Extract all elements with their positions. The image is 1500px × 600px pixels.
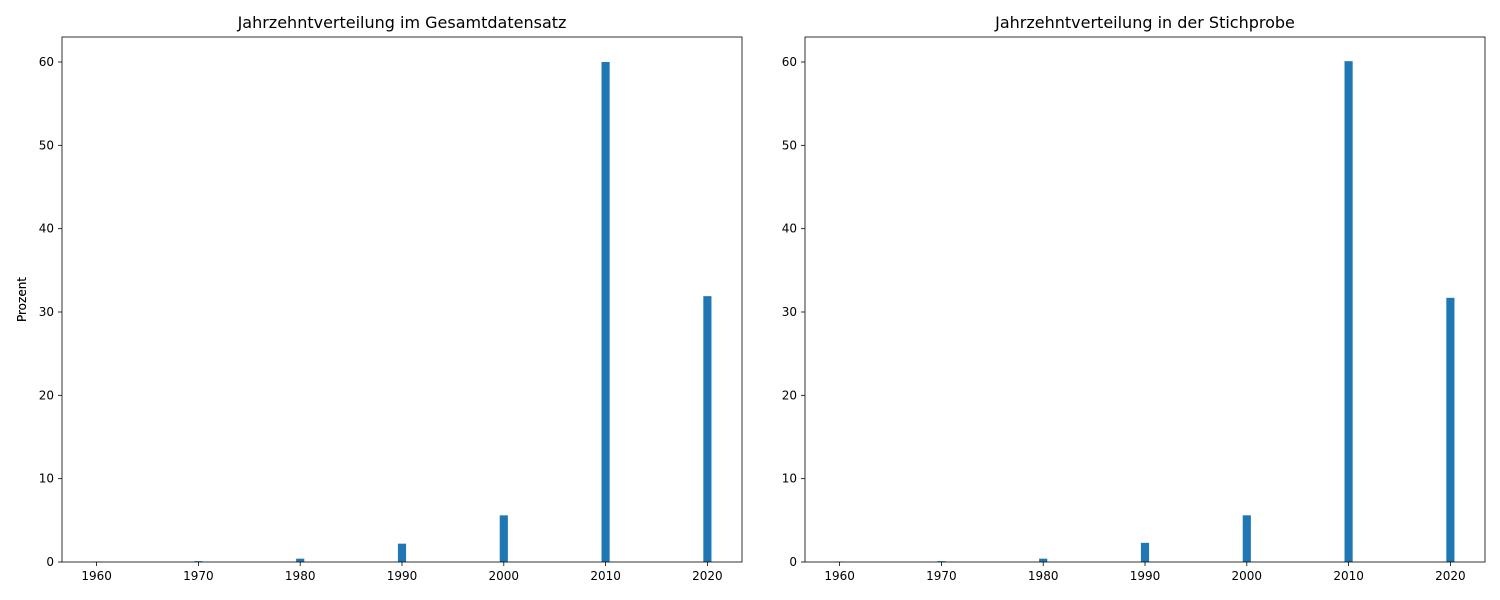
x-tick-label: 2010 xyxy=(590,569,621,583)
bar-1970 xyxy=(194,561,203,562)
y-tick-label: 60 xyxy=(782,55,797,69)
plot-frame xyxy=(61,36,743,563)
x-tick-label: 2020 xyxy=(1435,569,1466,583)
bar-1970 xyxy=(937,561,946,562)
x-tick-label: 1970 xyxy=(183,569,214,583)
x-tick-label: 1990 xyxy=(387,569,418,583)
y-tick-label: 0 xyxy=(789,555,797,569)
y-tick-label: 50 xyxy=(782,138,797,152)
bar-2000 xyxy=(499,515,508,562)
bar-1990 xyxy=(397,543,407,562)
x-tick-label: 1960 xyxy=(81,569,112,583)
y-tick-label: 10 xyxy=(782,472,797,486)
y-tick-label: 40 xyxy=(39,222,54,236)
bar-2010 xyxy=(601,62,610,562)
y-tick-label: 50 xyxy=(39,138,54,152)
bar-2020 xyxy=(703,296,712,562)
plot-frame xyxy=(804,36,1486,563)
y-tick-label: 40 xyxy=(782,222,797,236)
x-tick-label: 1980 xyxy=(285,569,316,583)
y-axis-label: Prozent xyxy=(15,277,29,322)
y-tick-label: 30 xyxy=(782,305,797,319)
chart-title: Jahrzehntverteilung in der Stichprobe xyxy=(994,13,1295,32)
x-tick-label: 1970 xyxy=(926,569,957,583)
y-tick-label: 30 xyxy=(39,305,54,319)
y-tick-label: 20 xyxy=(39,388,54,402)
x-tick-label: 1990 xyxy=(1130,569,1161,583)
bar-2000 xyxy=(1242,515,1251,562)
bar-1980 xyxy=(296,558,305,562)
chart-total-dataset: Jahrzehntverteilung im Gesamtdatensatz Pr… xyxy=(15,13,743,583)
y-axis-label: Prozent xyxy=(15,277,29,322)
bar-2020 xyxy=(1446,297,1455,562)
bar-1990 xyxy=(1140,542,1150,562)
x-tick-label: 2000 xyxy=(489,569,520,583)
x-tick-label: 2010 xyxy=(1333,569,1364,583)
y-tick-label: 0 xyxy=(46,555,54,569)
y-tick-label: 60 xyxy=(39,55,54,69)
y-tick-label: 20 xyxy=(782,388,797,402)
x-tick-label: 1980 xyxy=(1028,569,1059,583)
bar-2010 xyxy=(1344,61,1353,563)
x-tick-label: 2020 xyxy=(692,569,723,583)
x-tick-label: 2000 xyxy=(1232,569,1263,583)
y-tick-label: 10 xyxy=(39,472,54,486)
chart-title: Jahrzehntverteilung im Gesamtdatensatz xyxy=(237,13,567,32)
chart-sample: Jahrzehntverteilung in der Stichprobe Pro… xyxy=(15,13,1486,583)
bar-1980 xyxy=(1039,558,1048,562)
x-tick-label: 1960 xyxy=(824,569,855,583)
